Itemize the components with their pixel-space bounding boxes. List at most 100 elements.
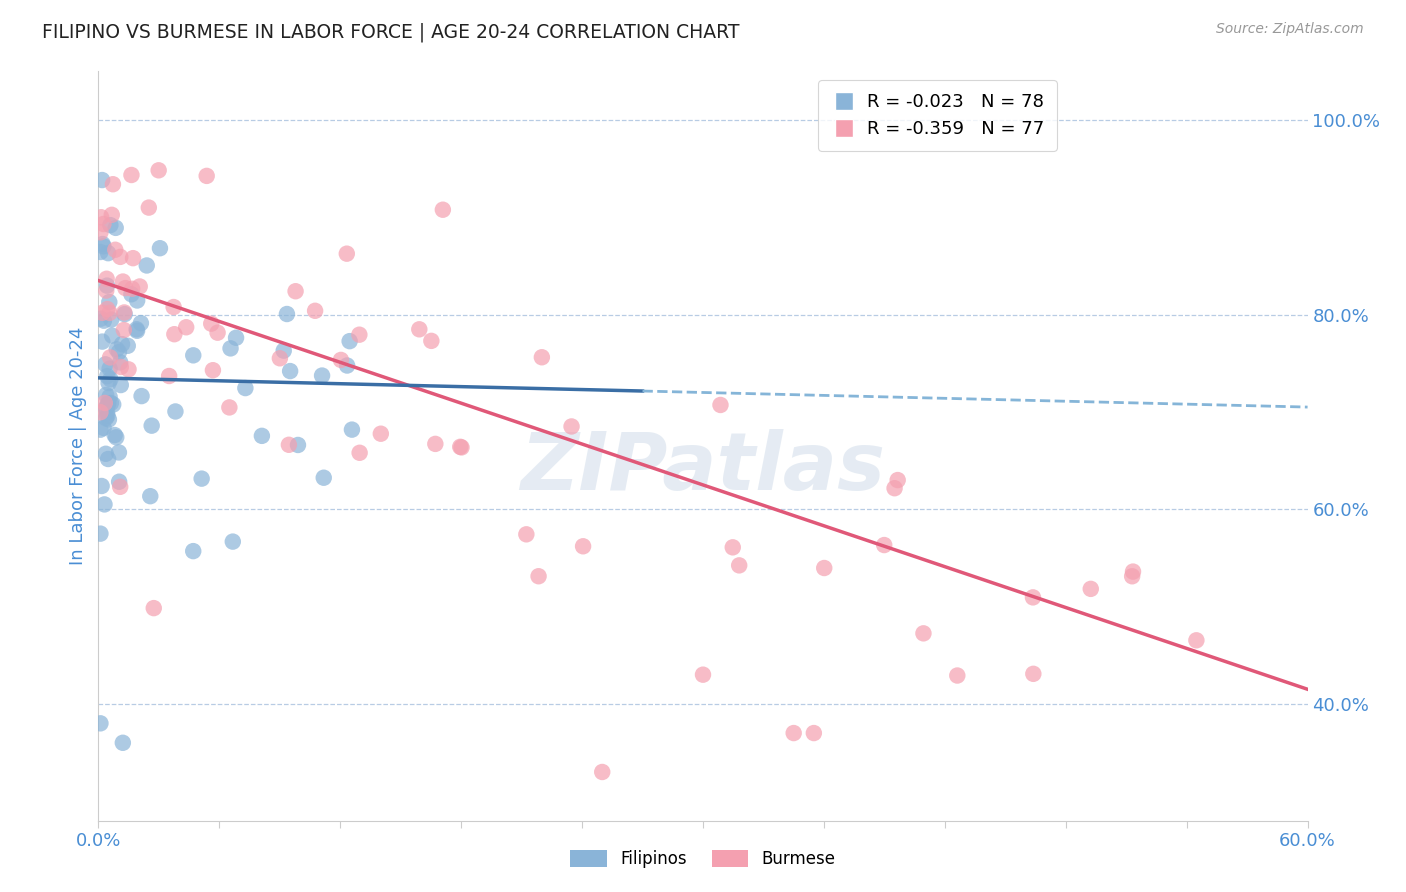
Point bbox=[114, 307, 136, 321]
Point bbox=[449, 440, 471, 454]
Point bbox=[946, 668, 969, 682]
Point bbox=[591, 764, 613, 779]
Point bbox=[89, 226, 111, 240]
Point bbox=[349, 446, 371, 460]
Point bbox=[1121, 569, 1143, 583]
Point bbox=[148, 163, 170, 178]
Text: Source: ZipAtlas.com: Source: ZipAtlas.com bbox=[1216, 22, 1364, 37]
Point bbox=[128, 279, 150, 293]
Point bbox=[207, 326, 229, 340]
Point bbox=[425, 437, 447, 451]
Point bbox=[96, 278, 118, 293]
Point bbox=[250, 429, 273, 443]
Point bbox=[138, 201, 160, 215]
Point bbox=[120, 168, 142, 182]
Point bbox=[98, 372, 121, 386]
Point bbox=[98, 361, 121, 376]
Point bbox=[98, 351, 121, 365]
Point bbox=[162, 300, 184, 314]
Point bbox=[269, 351, 291, 366]
Point bbox=[105, 343, 128, 357]
Point bbox=[530, 351, 553, 365]
Point bbox=[89, 244, 111, 259]
Point bbox=[572, 539, 595, 553]
Point bbox=[219, 342, 242, 356]
Point bbox=[101, 328, 124, 343]
Point bbox=[131, 389, 153, 403]
Point bbox=[117, 362, 139, 376]
Point bbox=[97, 412, 120, 426]
Point bbox=[97, 452, 120, 467]
Point bbox=[94, 411, 117, 425]
Point bbox=[181, 348, 204, 362]
Point bbox=[218, 401, 240, 415]
Point bbox=[912, 626, 935, 640]
Point bbox=[94, 357, 117, 371]
Point bbox=[110, 250, 132, 264]
Point bbox=[97, 397, 120, 411]
Point bbox=[108, 480, 131, 494]
Point bbox=[93, 239, 115, 253]
Point bbox=[174, 320, 197, 334]
Point bbox=[287, 438, 309, 452]
Point bbox=[100, 396, 122, 410]
Point bbox=[89, 423, 111, 437]
Point bbox=[408, 322, 430, 336]
Point bbox=[98, 218, 121, 232]
Point bbox=[329, 353, 352, 368]
Point bbox=[111, 736, 134, 750]
Point bbox=[104, 243, 127, 257]
Text: FILIPINO VS BURMESE IN LABOR FORCE | AGE 20-24 CORRELATION CHART: FILIPINO VS BURMESE IN LABOR FORCE | AGE… bbox=[42, 22, 740, 42]
Point bbox=[105, 430, 128, 444]
Point bbox=[101, 208, 124, 222]
Point bbox=[311, 368, 333, 383]
Point bbox=[273, 343, 295, 358]
Point bbox=[527, 569, 550, 583]
Point bbox=[98, 306, 121, 320]
Point bbox=[97, 396, 120, 410]
Point bbox=[108, 345, 131, 359]
Point bbox=[91, 173, 114, 187]
Point bbox=[141, 418, 163, 433]
Point bbox=[139, 489, 162, 503]
Legend: R = -0.023   N = 78, R = -0.359   N = 77: R = -0.023 N = 78, R = -0.359 N = 77 bbox=[818, 80, 1057, 151]
Point bbox=[278, 364, 301, 378]
Point bbox=[114, 281, 136, 295]
Point bbox=[883, 481, 905, 495]
Point bbox=[94, 447, 117, 461]
Point bbox=[1122, 565, 1144, 579]
Point bbox=[101, 178, 124, 192]
Point bbox=[90, 311, 112, 326]
Point bbox=[112, 323, 135, 337]
Point bbox=[277, 438, 299, 452]
Point bbox=[98, 390, 121, 404]
Point bbox=[117, 339, 139, 353]
Point bbox=[89, 716, 111, 731]
Point bbox=[94, 401, 117, 415]
Point bbox=[1185, 633, 1208, 648]
Point bbox=[94, 388, 117, 402]
Point bbox=[284, 284, 307, 298]
Point bbox=[336, 246, 359, 260]
Point bbox=[111, 275, 134, 289]
Point bbox=[103, 397, 125, 411]
Point bbox=[336, 359, 359, 373]
Text: ZIPatlas: ZIPatlas bbox=[520, 429, 886, 508]
Point bbox=[515, 527, 537, 541]
Point bbox=[129, 316, 152, 330]
Point bbox=[135, 259, 157, 273]
Point bbox=[728, 558, 751, 573]
Point bbox=[122, 251, 145, 265]
Point bbox=[96, 409, 118, 423]
Point bbox=[142, 601, 165, 615]
Point bbox=[721, 541, 744, 555]
Point bbox=[813, 561, 835, 575]
Point bbox=[420, 334, 443, 348]
Point bbox=[190, 472, 212, 486]
Point bbox=[783, 726, 806, 740]
Point bbox=[104, 220, 127, 235]
Point bbox=[93, 497, 115, 511]
Legend: Filipinos, Burmese: Filipinos, Burmese bbox=[564, 843, 842, 875]
Point bbox=[97, 246, 120, 260]
Point bbox=[886, 473, 908, 487]
